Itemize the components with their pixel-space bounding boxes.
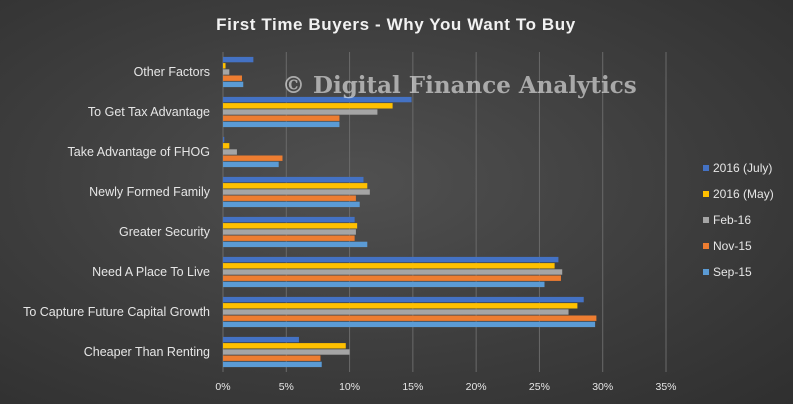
bar	[223, 303, 578, 309]
x-tick-label: 15%	[402, 381, 423, 393]
bar	[223, 183, 368, 189]
bar	[223, 103, 393, 109]
bar	[223, 63, 226, 69]
category-label: To Capture Future Capital Growth	[23, 305, 210, 319]
category-label: Greater Security	[119, 225, 211, 239]
bar	[223, 349, 350, 355]
bar	[223, 176, 364, 183]
x-tick-label: 10%	[339, 381, 360, 393]
x-tick-label: 35%	[655, 381, 676, 393]
category-label: Cheaper Than Renting	[84, 345, 210, 359]
legend-swatch	[703, 269, 709, 275]
bar	[223, 321, 596, 328]
bar	[223, 96, 412, 103]
bar	[223, 309, 569, 315]
bar	[223, 241, 368, 248]
category-label: Need A Place To Live	[92, 265, 210, 279]
x-tick-label: 5%	[279, 381, 294, 393]
bar	[223, 235, 355, 241]
x-tick-label: 30%	[592, 381, 613, 393]
legend-label: 2016 (July)	[713, 161, 772, 175]
bar	[223, 263, 555, 269]
category-label: Take Advantage of FHOG	[68, 145, 210, 159]
bar	[223, 201, 360, 208]
bars	[223, 56, 597, 368]
watermark-text: © Digital Finance Analytics	[282, 72, 637, 99]
category-label: To Get Tax Advantage	[88, 105, 210, 119]
category-label: Newly Formed Family	[89, 185, 211, 199]
bar	[223, 109, 378, 115]
legend-swatch	[703, 243, 709, 249]
x-tick-label: 25%	[529, 381, 550, 393]
legend-label: 2016 (May)	[713, 187, 774, 201]
bar	[223, 256, 559, 263]
bar	[223, 269, 563, 275]
bar	[223, 355, 321, 361]
legend-label: Sep-15	[713, 265, 752, 279]
category-labels: Other Factors To Get Tax Advantage Take Ad…	[23, 65, 211, 359]
bar	[223, 343, 346, 349]
bar	[223, 75, 242, 81]
bar	[223, 229, 356, 235]
bar	[223, 195, 356, 201]
bar	[223, 161, 279, 168]
x-tick-label: 0%	[215, 381, 230, 393]
bar	[223, 121, 340, 128]
bar	[223, 115, 340, 121]
bar	[223, 336, 299, 343]
legend-swatch	[703, 191, 709, 197]
x-tick-labels: 0% 5% 10% 15% 20% 25% 30% 35%	[215, 381, 676, 393]
bar	[223, 361, 322, 368]
legend-label: Feb-16	[713, 213, 751, 227]
bar	[223, 155, 283, 161]
legend-swatch	[703, 217, 709, 223]
bar	[223, 69, 230, 75]
legend-label: Nov-15	[713, 239, 752, 253]
bar	[223, 56, 254, 63]
bar	[223, 216, 355, 223]
bar	[223, 223, 358, 229]
bar	[223, 143, 230, 149]
legend: 2016 (July) 2016 (May) Feb-16 Nov-15 Sep-15	[703, 161, 774, 279]
x-tick-label: 20%	[466, 381, 487, 393]
legend-swatch	[703, 165, 709, 171]
bar	[223, 136, 225, 143]
bar	[223, 189, 370, 195]
bar	[223, 149, 237, 155]
bar	[223, 81, 244, 88]
chart-title: First Time Buyers - Why You Want To Buy	[216, 15, 576, 34]
bar	[223, 275, 561, 281]
bar	[223, 315, 597, 321]
bar	[223, 281, 545, 288]
category-label: Other Factors	[134, 65, 210, 79]
bar	[223, 296, 584, 303]
